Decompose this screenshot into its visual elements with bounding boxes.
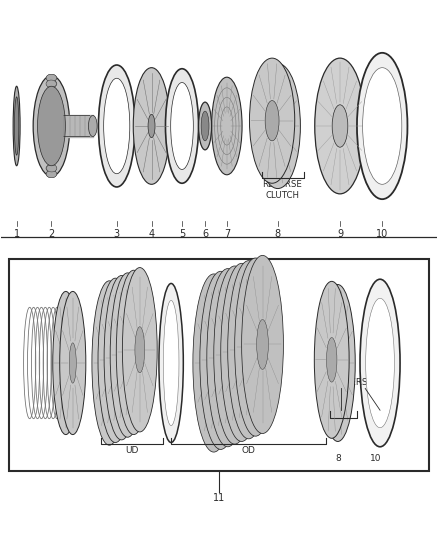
Ellipse shape [33, 76, 70, 176]
Ellipse shape [171, 83, 193, 169]
Ellipse shape [47, 122, 57, 130]
Ellipse shape [110, 273, 145, 437]
Text: 10: 10 [376, 229, 389, 239]
Ellipse shape [46, 91, 57, 99]
Ellipse shape [46, 171, 57, 177]
Ellipse shape [271, 106, 285, 146]
Ellipse shape [235, 258, 276, 436]
Ellipse shape [53, 292, 79, 434]
Ellipse shape [257, 319, 268, 369]
Ellipse shape [357, 53, 407, 199]
Ellipse shape [46, 139, 57, 147]
Ellipse shape [360, 279, 400, 447]
Ellipse shape [46, 80, 57, 87]
Ellipse shape [46, 165, 57, 172]
Text: 6: 6 [202, 229, 208, 239]
Text: 8: 8 [336, 454, 342, 463]
Text: REVERSE
CLUTCH: REVERSE CLUTCH [263, 180, 303, 200]
Bar [9, 259, 429, 471]
Text: OD: OD [242, 446, 255, 455]
Ellipse shape [46, 122, 56, 130]
Text: 3: 3 [113, 229, 120, 239]
Ellipse shape [116, 270, 151, 434]
Ellipse shape [193, 274, 235, 452]
Ellipse shape [314, 281, 349, 438]
Ellipse shape [207, 269, 249, 447]
Text: 10: 10 [370, 454, 381, 463]
Ellipse shape [166, 69, 198, 183]
Text: 11: 11 [213, 493, 225, 503]
Ellipse shape [46, 80, 57, 87]
Ellipse shape [104, 78, 130, 174]
Ellipse shape [242, 255, 283, 433]
Ellipse shape [243, 325, 254, 375]
Ellipse shape [98, 278, 133, 442]
Ellipse shape [46, 106, 56, 113]
Text: 2: 2 [48, 229, 55, 239]
Ellipse shape [366, 298, 394, 427]
Ellipse shape [104, 340, 114, 386]
Ellipse shape [46, 154, 57, 161]
Ellipse shape [62, 343, 69, 383]
Ellipse shape [332, 341, 343, 385]
Ellipse shape [46, 139, 56, 147]
Ellipse shape [123, 332, 132, 378]
Ellipse shape [14, 97, 19, 155]
Ellipse shape [208, 338, 219, 388]
Ellipse shape [212, 77, 242, 175]
Ellipse shape [250, 58, 295, 183]
Ellipse shape [255, 63, 300, 189]
Ellipse shape [198, 102, 212, 150]
Text: UD: UD [125, 446, 139, 455]
Ellipse shape [332, 105, 348, 147]
Ellipse shape [200, 271, 242, 449]
Ellipse shape [133, 68, 170, 184]
Ellipse shape [46, 154, 57, 161]
Ellipse shape [104, 276, 139, 440]
Ellipse shape [221, 263, 262, 441]
Ellipse shape [326, 337, 337, 382]
Ellipse shape [228, 261, 269, 439]
Ellipse shape [215, 335, 226, 385]
Ellipse shape [315, 58, 365, 194]
Ellipse shape [163, 301, 179, 425]
Ellipse shape [46, 74, 57, 82]
Ellipse shape [60, 292, 86, 434]
Ellipse shape [222, 333, 233, 383]
Ellipse shape [88, 115, 97, 136]
Ellipse shape [321, 285, 355, 441]
Ellipse shape [110, 337, 120, 383]
Ellipse shape [69, 343, 76, 383]
Ellipse shape [201, 111, 209, 141]
Ellipse shape [38, 86, 65, 166]
Ellipse shape [229, 330, 240, 380]
Ellipse shape [135, 327, 145, 373]
Ellipse shape [117, 335, 127, 381]
Ellipse shape [214, 266, 255, 444]
Text: 5: 5 [179, 229, 185, 239]
Ellipse shape [265, 101, 279, 141]
Ellipse shape [46, 171, 57, 177]
Ellipse shape [148, 114, 155, 138]
Ellipse shape [92, 281, 127, 445]
Ellipse shape [129, 329, 138, 375]
Ellipse shape [236, 327, 247, 377]
Ellipse shape [250, 322, 261, 372]
Text: 8: 8 [275, 229, 281, 239]
Ellipse shape [46, 165, 57, 172]
Ellipse shape [159, 284, 184, 442]
Text: 1: 1 [14, 229, 20, 239]
Text: 7: 7 [224, 229, 230, 239]
Ellipse shape [46, 106, 57, 113]
Text: REVERSE: REVERSE [333, 378, 373, 387]
Text: 4: 4 [148, 229, 155, 239]
Ellipse shape [46, 91, 57, 99]
Ellipse shape [46, 74, 57, 82]
Ellipse shape [13, 86, 20, 166]
Text: 9: 9 [337, 229, 343, 239]
Ellipse shape [99, 65, 135, 187]
Ellipse shape [122, 268, 157, 432]
Ellipse shape [363, 68, 402, 184]
